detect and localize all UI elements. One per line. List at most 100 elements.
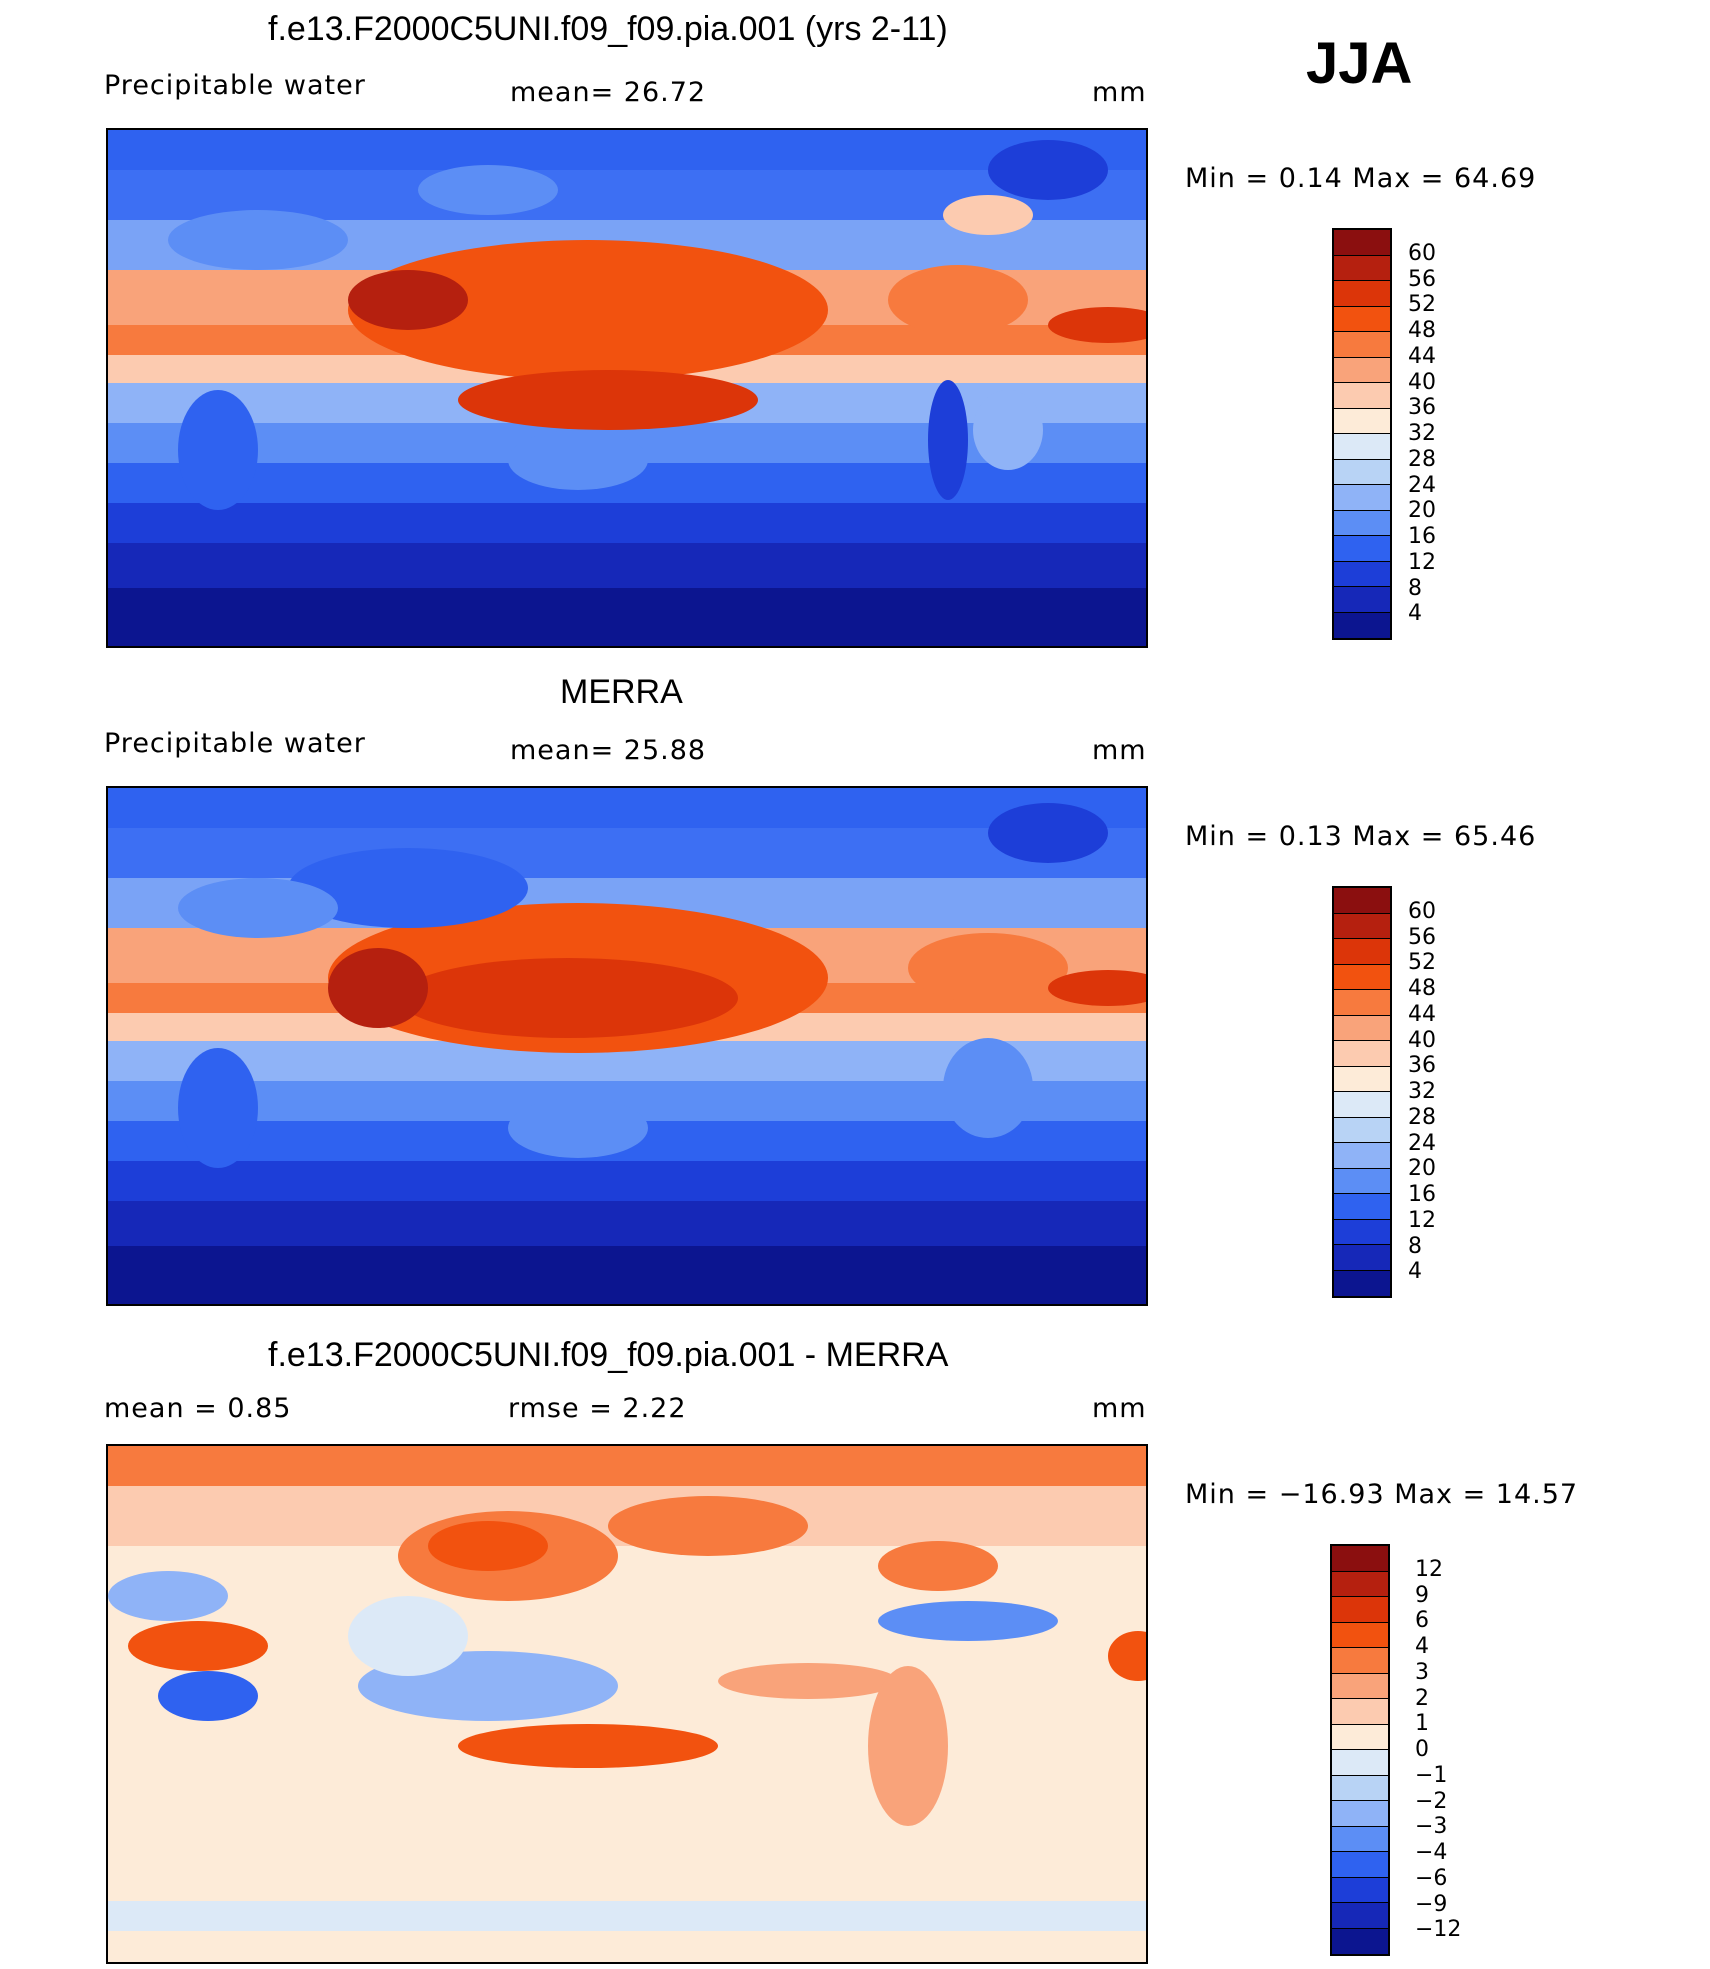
panel3-field-svg [108, 1446, 1146, 1962]
colorbar-swatch [1332, 1546, 1388, 1572]
colorbar-swatch [1334, 510, 1390, 536]
colorbar-tick-label: 12 [1408, 1207, 1436, 1233]
colorbar-tick-label: 4 [1408, 601, 1422, 627]
colorbar-swatch [1334, 1092, 1390, 1118]
panel1-units-label: mm [1092, 77, 1147, 108]
colorbar-swatch [1332, 1622, 1388, 1648]
colorbar-swatch [1334, 408, 1390, 434]
colorbar-swatch [1334, 434, 1390, 460]
colorbar-swatch [1332, 1699, 1388, 1725]
colorbar-tick-label: 28 [1408, 446, 1436, 472]
colorbar-tick-label: 24 [1408, 472, 1436, 498]
panel1-title: f.e13.F2000C5UNI.f09_f09.pia.001 (yrs 2-… [268, 10, 948, 48]
panel3-mean-label: mean = 0.85 [104, 1393, 292, 1424]
colorbar-tick-label: 20 [1408, 498, 1436, 524]
colorbar-swatch [1332, 1826, 1388, 1852]
colorbar-tick-label: 9 [1415, 1582, 1429, 1608]
colorbar-swatch [1334, 281, 1390, 307]
colorbar-tick-label: 16 [1408, 524, 1436, 549]
colorbar-swatch [1334, 612, 1390, 638]
colorbar-tick-label: 40 [1408, 369, 1436, 395]
colorbar-tick-label: −12 [1415, 1917, 1462, 1943]
panel2-mean-label: mean= 25.88 [510, 735, 707, 766]
panel3-colorbar [1330, 1544, 1390, 1956]
colorbar-swatch [1332, 1903, 1388, 1929]
colorbar-tick-label: 56 [1408, 266, 1436, 292]
colorbar-swatch [1334, 1066, 1390, 1092]
colorbar-tick-label: 8 [1408, 1233, 1422, 1259]
colorbar-swatch [1334, 255, 1390, 281]
panel2-map [106, 786, 1148, 1306]
colorbar-tick-label: −3 [1415, 1814, 1448, 1840]
colorbar-swatch [1334, 459, 1390, 485]
colorbar-swatch [1334, 383, 1390, 409]
colorbar-swatch [1334, 536, 1390, 562]
colorbar-swatch [1332, 1852, 1388, 1878]
colorbar-tick-label: 4 [1408, 1259, 1422, 1285]
colorbar-swatch [1332, 1724, 1388, 1750]
colorbar-tick-label: 1 [1415, 1711, 1429, 1737]
colorbar-swatch [1334, 990, 1390, 1016]
colorbar-tick-label: 36 [1408, 1053, 1436, 1079]
panel1-minmax-label: Min = 0.14 Max = 64.69 [1185, 163, 1537, 194]
colorbar-swatch [1334, 485, 1390, 511]
colorbar-swatch [1332, 1571, 1388, 1597]
panel3-minmax-label: Min = −16.93 Max = 14.57 [1185, 1479, 1579, 1510]
panel3-units-label: mm [1092, 1393, 1147, 1424]
colorbar-swatch [1334, 1219, 1390, 1245]
colorbar-swatch [1334, 561, 1390, 587]
colorbar-swatch [1334, 1245, 1390, 1271]
colorbar-tick-label: 44 [1408, 1001, 1436, 1027]
colorbar-swatch [1334, 913, 1390, 939]
colorbar-tick-label: −6 [1415, 1865, 1448, 1891]
colorbar-swatch [1332, 1801, 1388, 1827]
colorbar-swatch [1334, 357, 1390, 383]
colorbar-tick-label: 52 [1408, 950, 1436, 976]
panel2-field-svg [108, 788, 1146, 1304]
colorbar-tick-label: 48 [1408, 976, 1436, 1001]
colorbar-swatch [1332, 1928, 1388, 1954]
panel3-rmse-label: rmse = 2.22 [508, 1393, 687, 1424]
colorbar-swatch [1332, 1597, 1388, 1623]
colorbar-tick-label: 0 [1415, 1737, 1429, 1762]
colorbar-tick-label: 32 [1408, 421, 1436, 446]
panel2-units-label: mm [1092, 735, 1147, 766]
colorbar-tick-label: 28 [1408, 1104, 1436, 1130]
colorbar-swatch [1334, 332, 1390, 358]
colorbar-swatch [1334, 1015, 1390, 1041]
colorbar-swatch [1334, 1270, 1390, 1296]
colorbar-tick-label: 24 [1408, 1130, 1436, 1156]
colorbar-tick-label: 2 [1415, 1685, 1429, 1711]
colorbar-tick-label: 48 [1408, 318, 1436, 343]
colorbar-tick-label: 4 [1415, 1634, 1429, 1659]
panel1-variable-label: Precipitable water [104, 70, 366, 101]
colorbar-swatch [1334, 1041, 1390, 1067]
colorbar-tick-label: 56 [1408, 924, 1436, 950]
colorbar-swatch [1332, 1750, 1388, 1776]
panel1-field-svg [108, 130, 1146, 646]
colorbar-swatch [1332, 1673, 1388, 1699]
colorbar-tick-label: 3 [1415, 1659, 1429, 1685]
colorbar-tick-label: −4 [1415, 1840, 1448, 1865]
colorbar-tick-label: 60 [1408, 898, 1436, 924]
colorbar-swatch [1332, 1877, 1388, 1903]
colorbar-swatch [1334, 1168, 1390, 1194]
colorbar-tick-label: 20 [1408, 1156, 1436, 1182]
colorbar-tick-label: 6 [1415, 1608, 1429, 1634]
colorbar-tick-label: 44 [1408, 343, 1436, 369]
colorbar-tick-label: 12 [1415, 1556, 1443, 1582]
colorbar-tick-label: 60 [1408, 240, 1436, 266]
colorbar-tick-label: 36 [1408, 395, 1436, 421]
panel2-colorbar [1332, 886, 1392, 1298]
colorbar-swatch [1332, 1648, 1388, 1674]
panel2-minmax-label: Min = 0.13 Max = 65.46 [1185, 821, 1537, 852]
colorbar-swatch [1334, 1117, 1390, 1143]
colorbar-tick-label: −2 [1415, 1788, 1448, 1814]
colorbar-swatch [1334, 306, 1390, 332]
colorbar-tick-label: 52 [1408, 292, 1436, 318]
panel2-title: MERRA [560, 673, 683, 711]
colorbar-swatch [1332, 1775, 1388, 1801]
panel1-colorbar [1332, 228, 1392, 640]
panel2-variable-label: Precipitable water [104, 728, 366, 759]
colorbar-swatch [1334, 964, 1390, 990]
